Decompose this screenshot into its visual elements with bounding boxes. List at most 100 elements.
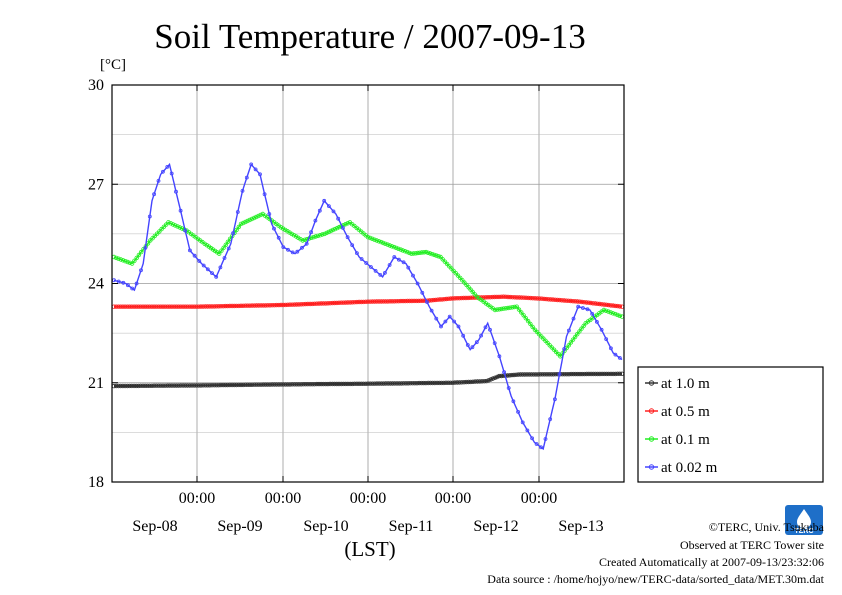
series-point <box>370 381 375 386</box>
series-point <box>473 379 478 384</box>
series-point <box>567 328 571 333</box>
series-point <box>453 271 458 276</box>
series-point <box>562 372 567 377</box>
series-point <box>541 296 547 302</box>
series-point <box>475 379 480 384</box>
series-point <box>456 324 461 329</box>
series-point <box>162 383 168 388</box>
series-point <box>158 383 163 388</box>
chart-title: Soil Temperature / 2007-09-13 <box>154 17 585 56</box>
series-point <box>434 380 440 386</box>
series-point <box>553 397 557 402</box>
series-point <box>553 372 558 377</box>
series-point <box>492 375 498 380</box>
series-point <box>420 290 425 295</box>
series-point <box>561 298 567 303</box>
series-point <box>549 345 554 350</box>
series-point <box>326 204 331 209</box>
series-point <box>394 245 399 251</box>
series-point <box>389 244 395 249</box>
series-point <box>348 381 353 387</box>
series-point <box>140 304 146 309</box>
series-point <box>420 298 426 303</box>
series-point <box>278 225 284 230</box>
series-point <box>439 297 445 302</box>
series-point <box>301 302 306 307</box>
series-point <box>313 234 318 239</box>
series-point <box>350 300 355 305</box>
series-point <box>317 208 322 213</box>
series-point <box>274 382 279 387</box>
series-point <box>451 268 456 274</box>
series-point <box>455 380 460 385</box>
series-point <box>142 383 148 388</box>
series-point <box>319 381 324 387</box>
series-point <box>588 300 593 306</box>
series-point <box>457 380 462 385</box>
series-point <box>180 383 186 388</box>
series-point <box>497 307 502 312</box>
series-point <box>439 380 444 386</box>
series-point <box>529 372 534 377</box>
series-point <box>214 383 219 388</box>
series-point <box>289 231 294 237</box>
series-point <box>314 381 319 387</box>
series-point <box>116 279 121 284</box>
legend-marker <box>648 464 655 470</box>
legend-marker <box>648 436 655 442</box>
series-point <box>201 263 206 268</box>
series-point <box>212 304 217 309</box>
series-point <box>511 372 517 378</box>
series-point <box>313 218 318 223</box>
series-point <box>120 383 126 389</box>
series-point <box>409 251 414 256</box>
series-point <box>197 259 202 263</box>
series-point <box>431 297 436 303</box>
series-point <box>392 299 397 304</box>
series-point <box>283 302 288 308</box>
series-point <box>122 304 128 309</box>
series-point <box>387 299 393 304</box>
legend-label: at 0.5 m <box>661 404 710 420</box>
series-point <box>401 260 406 265</box>
series-point <box>165 383 170 388</box>
series-point <box>354 251 359 256</box>
series-point <box>138 304 143 309</box>
series-point <box>599 371 605 377</box>
series-point <box>617 355 622 360</box>
series-point <box>452 296 458 301</box>
series-point <box>114 255 119 261</box>
series-point <box>131 304 137 309</box>
footer-copyright: ©TERC, Univ. Tsukuba <box>709 520 825 534</box>
series-point <box>564 372 569 377</box>
series-point <box>169 304 175 309</box>
series-point <box>396 299 401 304</box>
series-point <box>262 192 267 197</box>
series-point <box>265 382 270 387</box>
series-point <box>218 265 223 270</box>
series-point <box>492 307 498 313</box>
series-point <box>519 310 524 315</box>
series-point <box>452 380 458 385</box>
series-point <box>281 245 286 250</box>
series-point <box>253 167 258 172</box>
series-point <box>198 304 204 309</box>
series-point <box>514 372 519 377</box>
series-point <box>590 301 596 306</box>
series-point <box>546 372 552 377</box>
series-point <box>608 310 613 315</box>
series-point <box>595 371 600 377</box>
series-point <box>379 381 384 386</box>
series-point <box>516 372 521 377</box>
series-point <box>205 383 210 388</box>
time-tick-label: 00:00 <box>521 490 557 507</box>
series-point <box>508 294 513 300</box>
terc-logo: TERC <box>785 505 823 535</box>
series-point <box>363 299 368 304</box>
series-point <box>490 376 496 381</box>
logo-text: TERC <box>794 528 813 535</box>
series-point <box>352 381 357 386</box>
series-point <box>518 372 523 377</box>
series-point <box>479 333 484 338</box>
